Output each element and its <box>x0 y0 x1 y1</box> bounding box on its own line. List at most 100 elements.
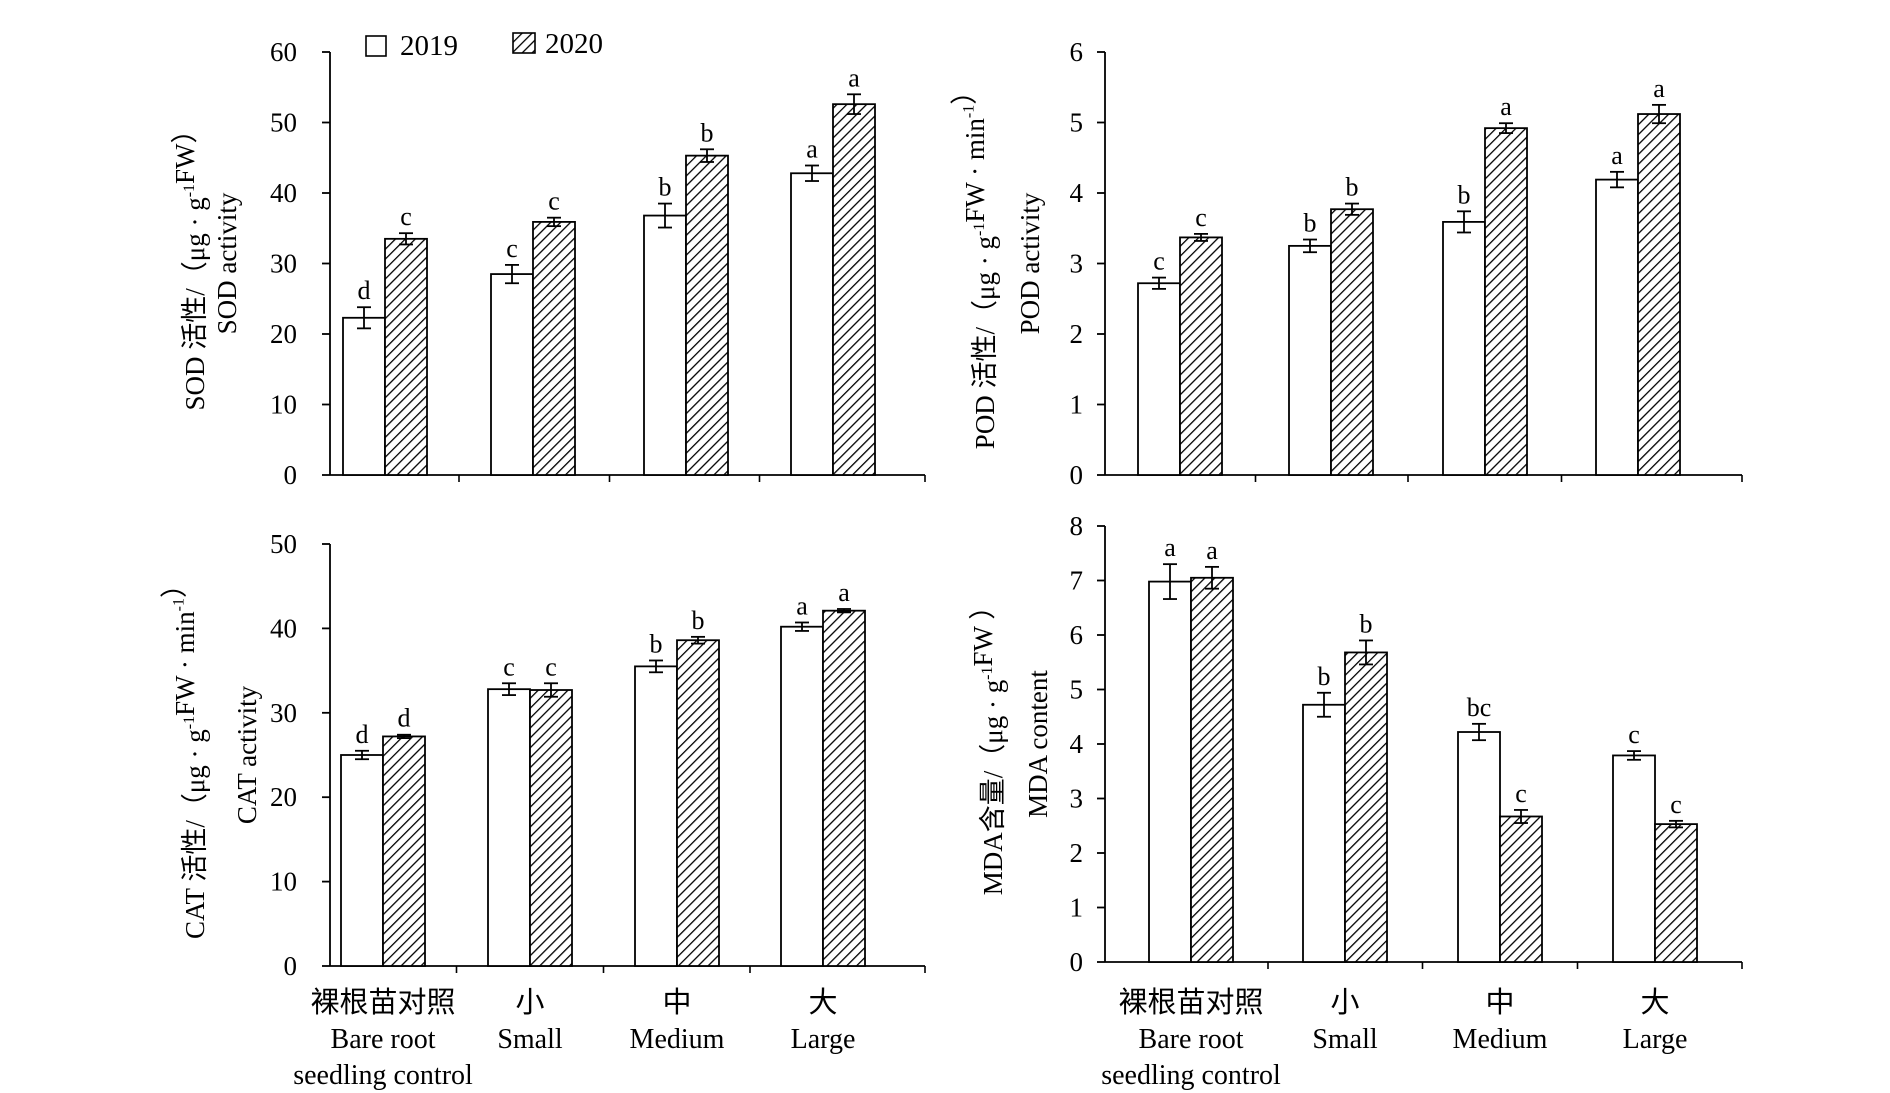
y-tick-label: 3 <box>1070 249 1084 279</box>
significance-letter: c <box>1195 203 1207 232</box>
category-labels-cat: 裸根苗对照 Bare root seedling control 小 Small 中 Med… <box>293 986 855 1091</box>
y-tick-label: 40 <box>270 613 297 643</box>
y-tick-label: 0 <box>1070 947 1084 977</box>
y-axis-title-en: MDA content <box>1023 670 1053 818</box>
significance-letter: c <box>503 652 515 681</box>
bar-2019 <box>342 316 386 476</box>
category-label-en: Medium <box>1453 1024 1548 1055</box>
sod-chart: 0 10 20 30 40 50 60 d c b a c c b a SOD 活性/（μg · g-1FW）… <box>170 37 926 490</box>
legend: 2019 2020 <box>365 28 603 62</box>
bar-2020 <box>676 639 720 967</box>
significance-letter: b <box>701 118 714 147</box>
y-tick-label: 10 <box>270 867 297 897</box>
significance-letter: c <box>545 652 557 681</box>
category-label-en: seedling control <box>1101 1060 1281 1091</box>
y-tick-label: 30 <box>270 698 297 728</box>
significance-letter: b <box>1458 180 1471 209</box>
legend-swatch-2019 <box>365 35 387 57</box>
y-tick-label: 1 <box>1070 390 1084 420</box>
bar-2020 <box>822 609 866 967</box>
bar-2019 <box>1148 580 1192 963</box>
category-label-en: Bare root <box>331 1024 436 1055</box>
legend-label-2020: 2020 <box>545 28 603 60</box>
y-tick-label: 6 <box>1070 37 1084 67</box>
bar-2019 <box>634 665 678 967</box>
significance-letter: a <box>838 578 850 607</box>
significance-letter: d <box>358 276 371 305</box>
significance-letter: bc <box>1467 693 1492 722</box>
y-tick-label: 4 <box>1070 178 1084 208</box>
significance-letter: a <box>806 135 818 164</box>
y-axis-title-en: CAT activity <box>232 685 262 824</box>
y-axis-title-en: POD activity <box>1015 192 1045 334</box>
bar-2019 <box>780 625 824 967</box>
bar-2019 <box>1457 731 1501 963</box>
legend-swatch-2020 <box>512 32 536 54</box>
y-tick-label: 1 <box>1070 893 1084 923</box>
bar-2020 <box>384 237 428 476</box>
significance-letter: b <box>692 606 705 635</box>
significance-letter: b <box>1318 662 1331 691</box>
significance-letter: a <box>1500 92 1512 121</box>
category-label-en: Small <box>497 1024 563 1055</box>
significance-letter: b <box>1360 609 1373 638</box>
bar-2020 <box>382 735 426 967</box>
category-label-en: Bare root <box>1139 1024 1244 1055</box>
significance-letter: d <box>398 704 411 733</box>
category-label-cn: 中 <box>662 986 691 1019</box>
significance-letter: b <box>650 629 663 658</box>
category-label-en: Large <box>791 1024 856 1055</box>
y-tick-label: 20 <box>270 319 297 349</box>
y-tick-label: 7 <box>1070 566 1084 596</box>
y-axis-title-cn: SOD 活性/（μg · g-1FW） <box>170 116 210 410</box>
y-tick-label: 0 <box>284 460 298 490</box>
y-axis-title-cn: CAT 活性/（μg · g-1FW · min-1） <box>159 571 210 939</box>
category-label-en: seedling control <box>293 1060 473 1091</box>
category-label-cn: 大 <box>808 986 837 1019</box>
significance-letter: a <box>796 591 808 620</box>
category-labels-mda: 裸根苗对照 Bare root seedling control 小 Small 中 Med… <box>1101 986 1687 1091</box>
category-label-cn: 中 <box>1485 986 1514 1019</box>
cat-chart: 0 10 20 30 40 50 d c b a d c b a CAT 活性/（μg · g-1FW · … <box>159 529 926 981</box>
bar-2019 <box>490 273 534 476</box>
category-label-cn: 大 <box>1640 986 1669 1019</box>
category-label-cn: 小 <box>515 987 544 1019</box>
significance-letter: a <box>1611 141 1623 170</box>
y-tick-label: 10 <box>270 390 297 420</box>
y-axis-title-cn: POD 活性/（μg · g-1FW · min-1） <box>949 78 1000 449</box>
bar-2020 <box>529 689 573 967</box>
category-label-cn: 裸根苗对照 <box>1118 986 1263 1019</box>
significance-letter: c <box>1515 779 1527 808</box>
significance-letter: a <box>1653 74 1665 103</box>
y-tick-label: 8 <box>1070 511 1084 541</box>
y-tick-label: 50 <box>270 108 297 138</box>
bar-2019 <box>1137 282 1181 476</box>
bar-2019 <box>1302 703 1346 963</box>
significance-letter: c <box>506 234 518 263</box>
bar-2020 <box>832 103 876 476</box>
bar-2020 <box>1179 236 1223 476</box>
y-tick-label: 2 <box>1070 319 1084 349</box>
y-tick-label: 5 <box>1070 108 1084 138</box>
category-label-cn: 小 <box>1330 987 1359 1019</box>
y-tick-label: 20 <box>270 782 297 812</box>
y-tick-label: 50 <box>270 529 297 559</box>
y-axis-title-en: SOD activity <box>212 192 242 334</box>
y-tick-label: 3 <box>1070 784 1084 814</box>
legend-label-2019: 2019 <box>400 30 458 62</box>
bar-2019 <box>1595 178 1639 476</box>
significance-letter: c <box>1670 790 1682 819</box>
y-tick-label: 40 <box>270 178 297 208</box>
y-tick-label: 60 <box>270 37 297 67</box>
bar-2019 <box>643 214 687 476</box>
significance-letter: b <box>1346 173 1359 202</box>
y-tick-label: 30 <box>270 249 297 279</box>
bar-2020 <box>1499 815 1543 963</box>
y-tick-label: 5 <box>1070 675 1084 705</box>
y-tick-label: 0 <box>1070 460 1084 490</box>
category-label-en: Large <box>1623 1024 1688 1055</box>
y-tick-label: 6 <box>1070 620 1084 650</box>
bar-2020 <box>685 154 729 476</box>
bar-2019 <box>1612 754 1656 963</box>
bar-2019 <box>1442 221 1486 476</box>
